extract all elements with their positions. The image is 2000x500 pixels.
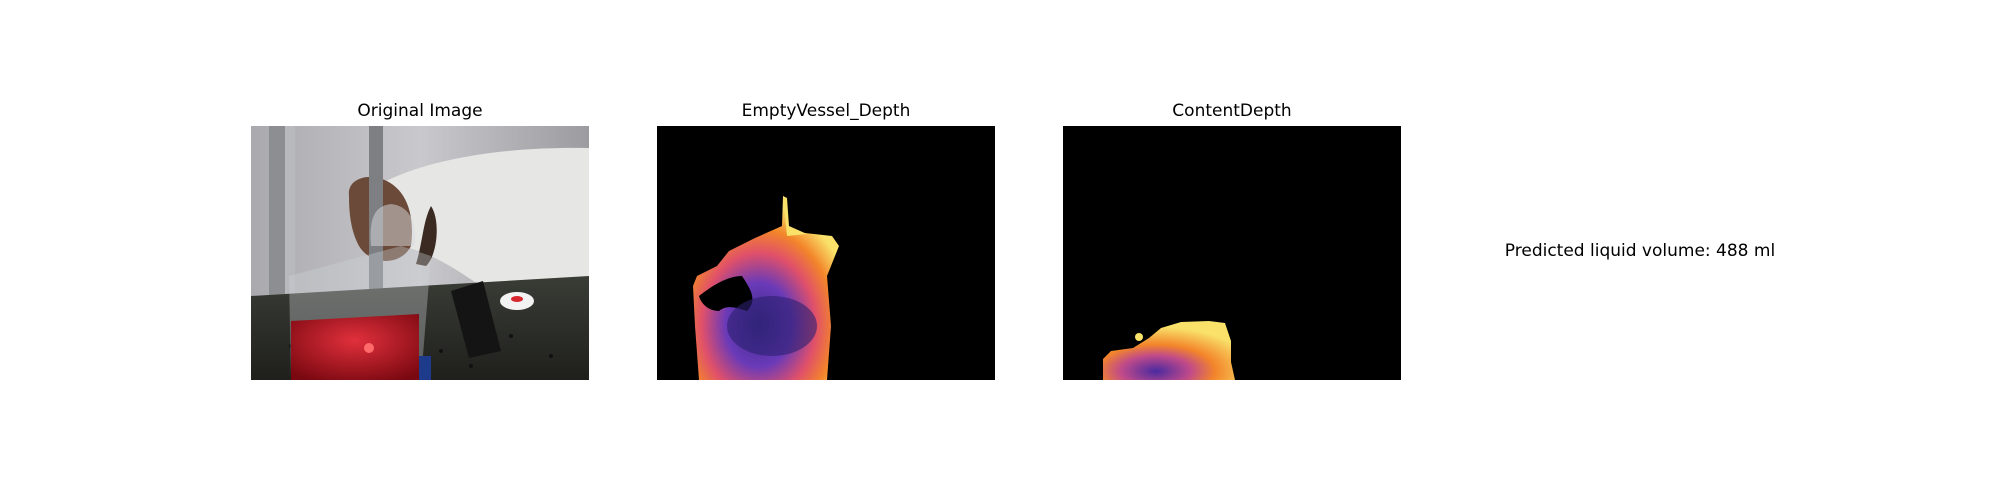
original-image [251,126,589,380]
panel-title-original: Original Image [357,101,483,121]
empty-vessel-depth-map [657,126,995,380]
panel-title-content-depth: ContentDepth [1172,101,1292,121]
content-depth-map [1063,126,1401,380]
panel-title-empty-vessel-depth: EmptyVessel_Depth [741,101,911,121]
predicted-volume-text: Predicted liquid volume: 488 ml [1504,241,1776,261]
